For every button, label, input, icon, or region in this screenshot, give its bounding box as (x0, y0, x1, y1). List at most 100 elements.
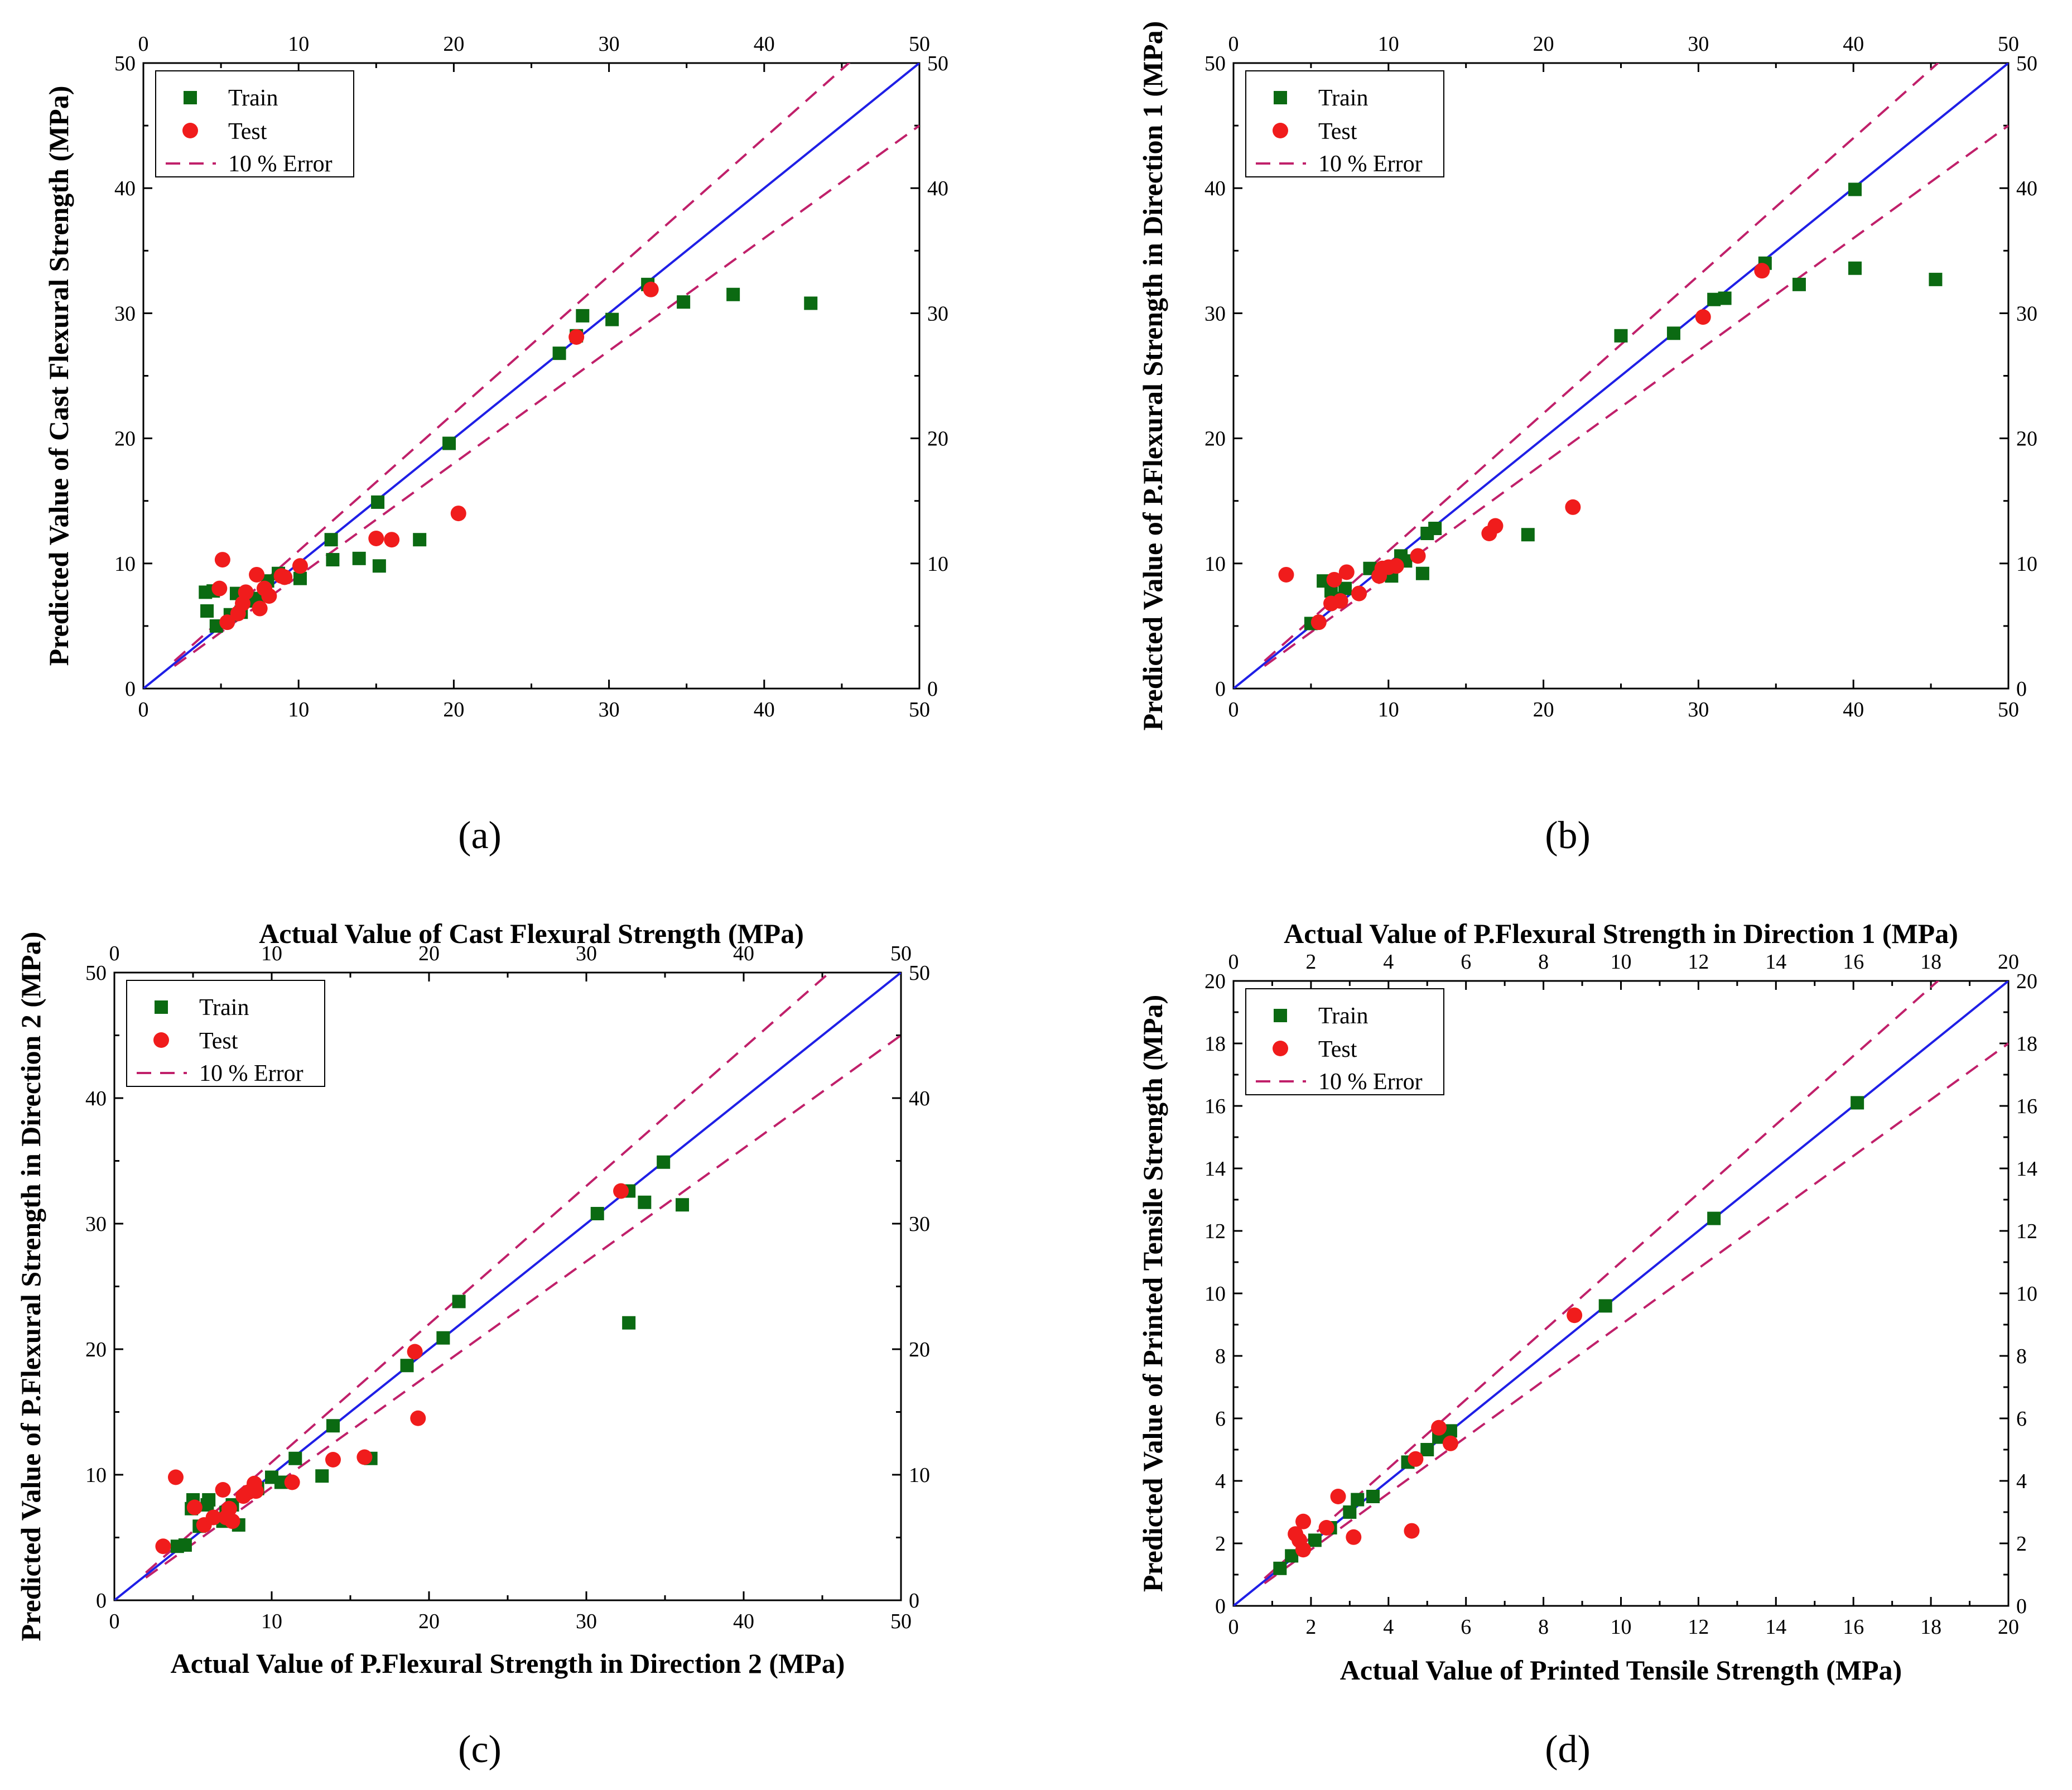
test-point (356, 1449, 373, 1465)
x-tick-label: 12 (1688, 1615, 1709, 1639)
x-top-tick-label: 8 (1538, 950, 1549, 974)
legend-test-marker (1273, 123, 1288, 138)
error-line-upper (1264, 63, 1940, 662)
y-right-tick-label: 10 (909, 1464, 930, 1487)
error-line-lower (145, 1034, 901, 1579)
y-tick-label: 10 (1204, 552, 1226, 576)
train-point (1598, 1299, 1612, 1313)
test-point (252, 600, 268, 617)
y-right-tick-label: 4 (2016, 1470, 2027, 1493)
x-tick-label: 10 (261, 1610, 282, 1633)
error-line-upper (1264, 981, 1940, 1580)
x-top-tick-label: 40 (733, 942, 754, 965)
x-top-tick-label: 10 (261, 942, 282, 965)
legend: Train Test 10 % Error (1245, 988, 1444, 1095)
y-tick-label: 50 (114, 52, 136, 75)
y-tick-label: 10 (114, 552, 136, 576)
plot-area (1233, 63, 2008, 689)
test-point (1332, 593, 1348, 609)
train-point (677, 295, 691, 309)
y-right-tick-label: 12 (2016, 1220, 2037, 1243)
test-point (410, 1410, 426, 1426)
y-right-tick-label: 20 (2016, 427, 2037, 451)
test-point (249, 566, 265, 583)
train-point (352, 551, 366, 565)
x-tick-label: 2 (1305, 1615, 1316, 1639)
test-point (215, 1482, 231, 1498)
y-right-tick-label: 0 (909, 1589, 919, 1613)
y-right-tick-label: 18 (2016, 1032, 2037, 1056)
y-tick-label: 8 (1215, 1345, 1226, 1368)
x-tick-label: 0 (1228, 698, 1239, 721)
x-tick-label: 50 (890, 1610, 912, 1633)
test-point (1330, 1489, 1346, 1504)
legend-train-marker (1274, 1009, 1287, 1022)
y-tick-label: 6 (1215, 1407, 1226, 1431)
test-point (1567, 1307, 1583, 1324)
y-right-tick-label: 14 (2016, 1157, 2037, 1181)
x-tick-label: 8 (1538, 1615, 1549, 1639)
train-point (622, 1316, 636, 1330)
x-axis-title: Actual Value of Cast Flexural Strength (… (259, 918, 804, 949)
y-tick-label: 30 (85, 1212, 107, 1236)
y-right-tick-label: 50 (2016, 52, 2037, 75)
test-point (1338, 564, 1355, 580)
test-point (205, 1509, 221, 1526)
x-tick-label: 20 (443, 698, 464, 721)
y-right-tick-label: 30 (2016, 302, 2037, 325)
train-point (804, 296, 818, 310)
train-point (1614, 329, 1628, 343)
y-axis-title: Predicted Value of Cast Flexural Strengt… (43, 86, 74, 666)
test-point (1318, 1520, 1334, 1536)
train-point (552, 347, 566, 360)
test-point (1431, 1420, 1447, 1436)
plot-area (114, 973, 901, 1600)
y-tick-label: 30 (114, 302, 136, 325)
train-point (452, 1295, 466, 1308)
y-tick-label: 12 (1204, 1220, 1226, 1243)
y-right-tick-label: 50 (909, 961, 930, 985)
test-point (214, 552, 230, 568)
train-point (1666, 326, 1680, 340)
train-point (1366, 1490, 1380, 1503)
y-tick-label: 18 (1204, 1032, 1226, 1056)
x-tick-label: 20 (1998, 1615, 2019, 1639)
x-tick-label: 10 (1611, 1615, 1632, 1639)
y-tick-label: 16 (1204, 1095, 1226, 1118)
y-right-tick-label: 0 (2016, 1595, 2027, 1618)
test-point (384, 532, 400, 548)
train-point (676, 1198, 690, 1212)
y-right-tick-label: 16 (2016, 1095, 2037, 1118)
legend-error-label: 10 % Error (228, 151, 333, 177)
y-tick-label: 2 (1215, 1532, 1226, 1556)
train-point (1521, 528, 1535, 542)
error-line-lower (1264, 124, 2008, 667)
y-axis-title: Predicted Value of Printed Tensile Stren… (1137, 995, 1168, 1592)
x-tick-label: 4 (1383, 1615, 1394, 1639)
test-point (292, 558, 308, 574)
x-tick-label: 40 (754, 698, 775, 721)
y-right-tick-label: 40 (909, 1087, 930, 1110)
y-tick-label: 14 (1204, 1157, 1226, 1181)
train-point (1351, 1493, 1365, 1507)
x-tick-label: 20 (1533, 698, 1554, 721)
legend: Train Test 10 % Error (126, 980, 325, 1087)
legend-test-marker (1273, 1041, 1288, 1056)
test-point (238, 584, 254, 600)
x-tick-label: 30 (576, 1610, 597, 1633)
identity-line (1233, 63, 2008, 689)
x-tick-label: 20 (418, 1610, 440, 1633)
train-point (1308, 1533, 1322, 1547)
train-point (200, 604, 214, 618)
train-point (657, 1155, 671, 1169)
x-top-tick-label: 50 (909, 32, 930, 56)
x-top-tick-label: 0 (109, 942, 120, 965)
train-point (442, 436, 456, 450)
test-point (568, 329, 585, 345)
test-point (1442, 1435, 1458, 1451)
train-point (372, 559, 386, 573)
y-right-tick-label: 30 (909, 1212, 930, 1236)
y-tick-label: 20 (1204, 427, 1226, 451)
